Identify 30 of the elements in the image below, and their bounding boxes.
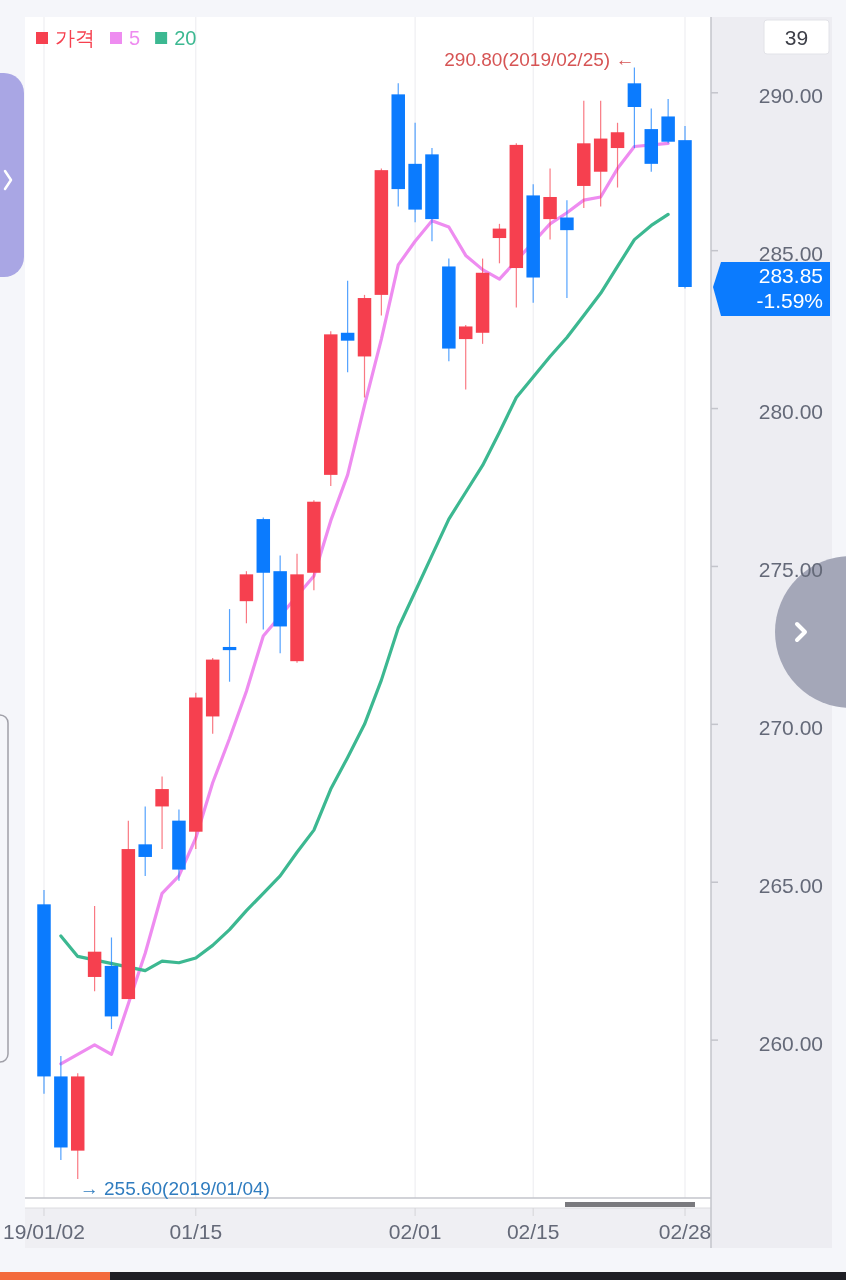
x-tick-label: 19/01/02 xyxy=(3,1220,85,1243)
candlestick xyxy=(610,122,625,189)
candlestick xyxy=(627,66,642,149)
text: 39 xyxy=(784,25,809,49)
candlestick xyxy=(155,775,169,850)
y-tick-label: 275.00 xyxy=(758,557,823,581)
legend-label: 5 xyxy=(129,27,141,49)
candlestick xyxy=(560,199,574,299)
legend-label: 가격 xyxy=(55,27,95,49)
line-series xyxy=(59,212,670,973)
x-tick-label: 01/15 xyxy=(169,1220,223,1243)
y-tick-label: 270.00 xyxy=(758,715,823,739)
y-tick-label: 285.00 xyxy=(758,242,823,266)
candlestick xyxy=(543,167,557,241)
candlestick xyxy=(138,805,152,877)
x-tick-label: 02/01 xyxy=(388,1220,442,1243)
y-tick-label: 260.00 xyxy=(758,1031,823,1055)
candlestick xyxy=(458,324,473,391)
annotation: 290.80(2019/02/25) ← xyxy=(444,49,635,71)
legend-label: 20 xyxy=(174,27,197,49)
candlestick xyxy=(492,223,507,264)
text: 283.85 -1.59% xyxy=(756,263,823,313)
x-tick-label: 02/15 xyxy=(506,1220,560,1243)
candlestick xyxy=(222,608,237,683)
candlestick xyxy=(340,280,355,373)
annotation: → 255.60(2019/01/04) xyxy=(79,1177,270,1199)
y-tick-label: 280.00 xyxy=(758,400,823,424)
y-tick-label: 265.00 xyxy=(758,873,823,897)
x-tick-label: 02/28 xyxy=(658,1220,712,1243)
y-tick-label: 290.00 xyxy=(758,84,823,108)
